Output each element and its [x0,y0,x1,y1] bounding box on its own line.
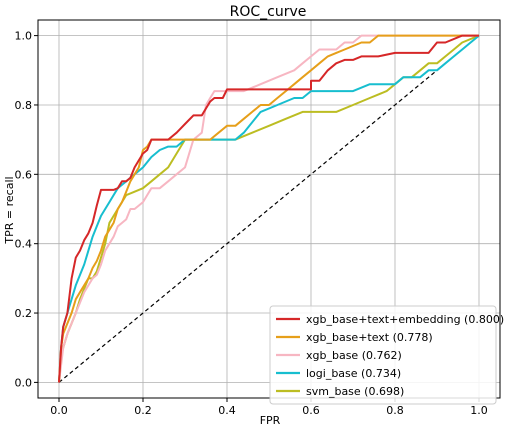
series-line [58,34,479,383]
x-tick-label: 0.4 [218,404,236,417]
y-tick-label: 0.8 [15,99,33,112]
chart-title: ROC_curve [230,4,307,20]
legend-box [269,305,497,405]
series-line [58,34,479,383]
legend-entry: xgb_base (0.762) [306,349,402,362]
axis-ticks: 0.0 0.2 0.4 0.6 0.8 1.0 0.0 0.2 0.4 0.6 0.8 1.0 [15,30,488,417]
x-tick-label: 1.0 [470,404,488,417]
y-axis-label: TPR = recall [3,176,16,244]
x-tick-label: 0.6 [302,404,320,417]
series-line [58,34,479,383]
legend-entry: xgb_base+text (0.778) [306,331,433,344]
y-tick-label: 1.0 [15,30,33,43]
series-layer [58,34,480,383]
x-tick-label: 0.8 [386,404,404,417]
legend-entry: svm_base (0.698) [306,385,404,398]
y-tick-label: 0.2 [15,307,33,320]
legend: xgb_base+text+embedding (0.800) xgb_base+… [269,305,504,405]
y-tick-label: 0.0 [15,376,33,389]
x-axis-label: FPR [260,414,281,427]
legend-entry: logi_base (0.734) [306,367,401,380]
plot-frame [37,19,501,399]
legend-entry: xgb_base+text+embedding (0.800) [306,313,504,326]
x-tick-label: 0.2 [134,404,152,417]
x-tick-label: 0.0 [50,404,68,417]
y-tick-label: 0.4 [15,238,33,251]
y-tick-label: 0.6 [15,168,33,181]
